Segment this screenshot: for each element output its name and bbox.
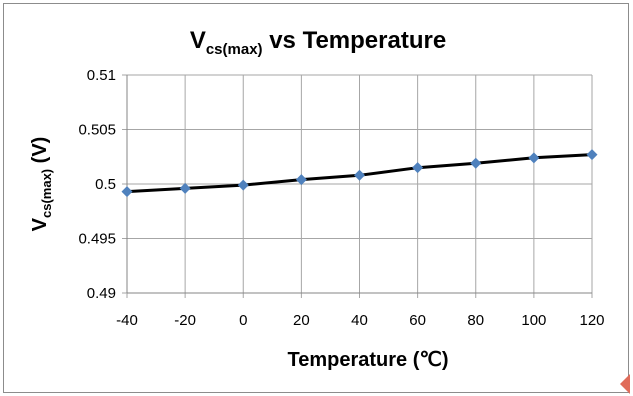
corner-indicator [620, 374, 630, 394]
chart-title-rest: vs Temperature [263, 27, 447, 54]
data-point [528, 152, 540, 164]
series-group [121, 149, 598, 198]
chart-title-subscript: cs(max) [206, 41, 263, 58]
y-tick-label: 0.5 [95, 176, 116, 193]
data-point [586, 149, 598, 161]
y-tick-label: 0.495 [78, 231, 116, 248]
data-point [295, 174, 307, 186]
chart-title-v: V [190, 27, 206, 54]
data-point [470, 157, 482, 169]
data-point [179, 182, 191, 194]
chart-title: Vcs(max) vs Temperature [190, 27, 446, 58]
data-point [237, 179, 249, 191]
data-point [354, 169, 365, 181]
y-axis-title: Vcs(max) (V) [29, 137, 54, 232]
x-tick-label: 20 [293, 312, 310, 329]
y-tick-label: 0.51 [87, 67, 116, 84]
axes [122, 74, 593, 298]
tick-labels: 0.49 0.495 0.5 0.505 0.51 -40 -20 0 20 40 60 80 100 1… [78, 67, 604, 329]
x-tick-label: 60 [409, 312, 426, 329]
data-point [121, 186, 133, 198]
x-tick-label: 100 [521, 312, 546, 329]
x-tick-label: 40 [351, 312, 368, 329]
x-tick-label: 120 [579, 312, 604, 329]
x-tick-label: 80 [467, 312, 484, 329]
x-tick-label: -40 [116, 312, 138, 329]
chart-frame [3, 3, 629, 393]
y-axis-title-v: V [29, 217, 51, 231]
y-tick-label: 0.505 [78, 122, 116, 139]
grid-lines [126, 74, 593, 294]
x-tick-label: 0 [239, 312, 247, 329]
y-axis-title-rest: (V) [29, 137, 51, 169]
x-tick-label: -20 [174, 312, 196, 329]
y-axis-title-subscript: cs(max) [39, 169, 54, 218]
y-tick-label: 0.49 [87, 285, 116, 302]
x-axis-title: Temperature (℃) [287, 349, 448, 371]
data-point [412, 162, 424, 174]
